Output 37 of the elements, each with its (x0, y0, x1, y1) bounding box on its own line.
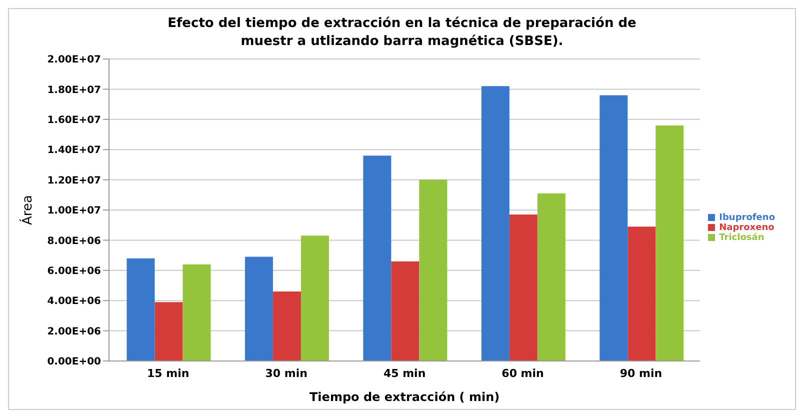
bar (244, 256, 273, 361)
bar (300, 236, 329, 361)
y-tick-label: 6.00E+06 (47, 266, 102, 277)
y-tick-label: 2.00E+07 (47, 54, 102, 66)
x-tick-label: 15 min (147, 366, 190, 380)
bar (154, 302, 183, 361)
x-tick-label: 30 min (265, 366, 308, 380)
y-tick-label: 1.60E+07 (47, 114, 102, 126)
bar (363, 156, 392, 361)
y-tick-label: 2.00E+06 (47, 326, 102, 338)
y-tick-label: 1.80E+07 (47, 84, 102, 96)
x-tick-label: 90 min (620, 366, 662, 380)
y-tick-label: 8.00E+06 (47, 236, 102, 247)
x-axis-title: Tiempo de extracción ( min) (310, 390, 500, 404)
x-tick-label: 45 min (383, 366, 426, 380)
bar (182, 264, 211, 361)
bar (656, 125, 684, 361)
bar (126, 258, 155, 361)
bar (537, 193, 566, 361)
y-tick-label: 1.00E+07 (47, 206, 102, 217)
y-tick-label: 1.20E+07 (47, 175, 102, 186)
y-tick-label: 0.00E+00 (47, 356, 102, 368)
y-axis-title: Área (18, 195, 36, 225)
chart-title: Efecto del tiempo de extracción en la técnica de preparación de muestr a utlizando barra magnética (SBSE). (166, 15, 638, 51)
bar (509, 214, 538, 361)
legend-label: Triclosán (719, 233, 764, 243)
legend-label: Ibuprofeno (719, 213, 775, 223)
x-tick-label: 60 min (502, 366, 544, 380)
bar (419, 180, 448, 361)
bar (272, 292, 301, 361)
bar (600, 95, 628, 361)
y-tick-label: 4.00E+06 (47, 296, 102, 308)
y-tick-label: 1.40E+07 (47, 145, 102, 156)
bar (481, 86, 510, 361)
bar (628, 226, 656, 361)
legend-label: Naproxeno (719, 223, 774, 233)
bar (391, 261, 420, 361)
